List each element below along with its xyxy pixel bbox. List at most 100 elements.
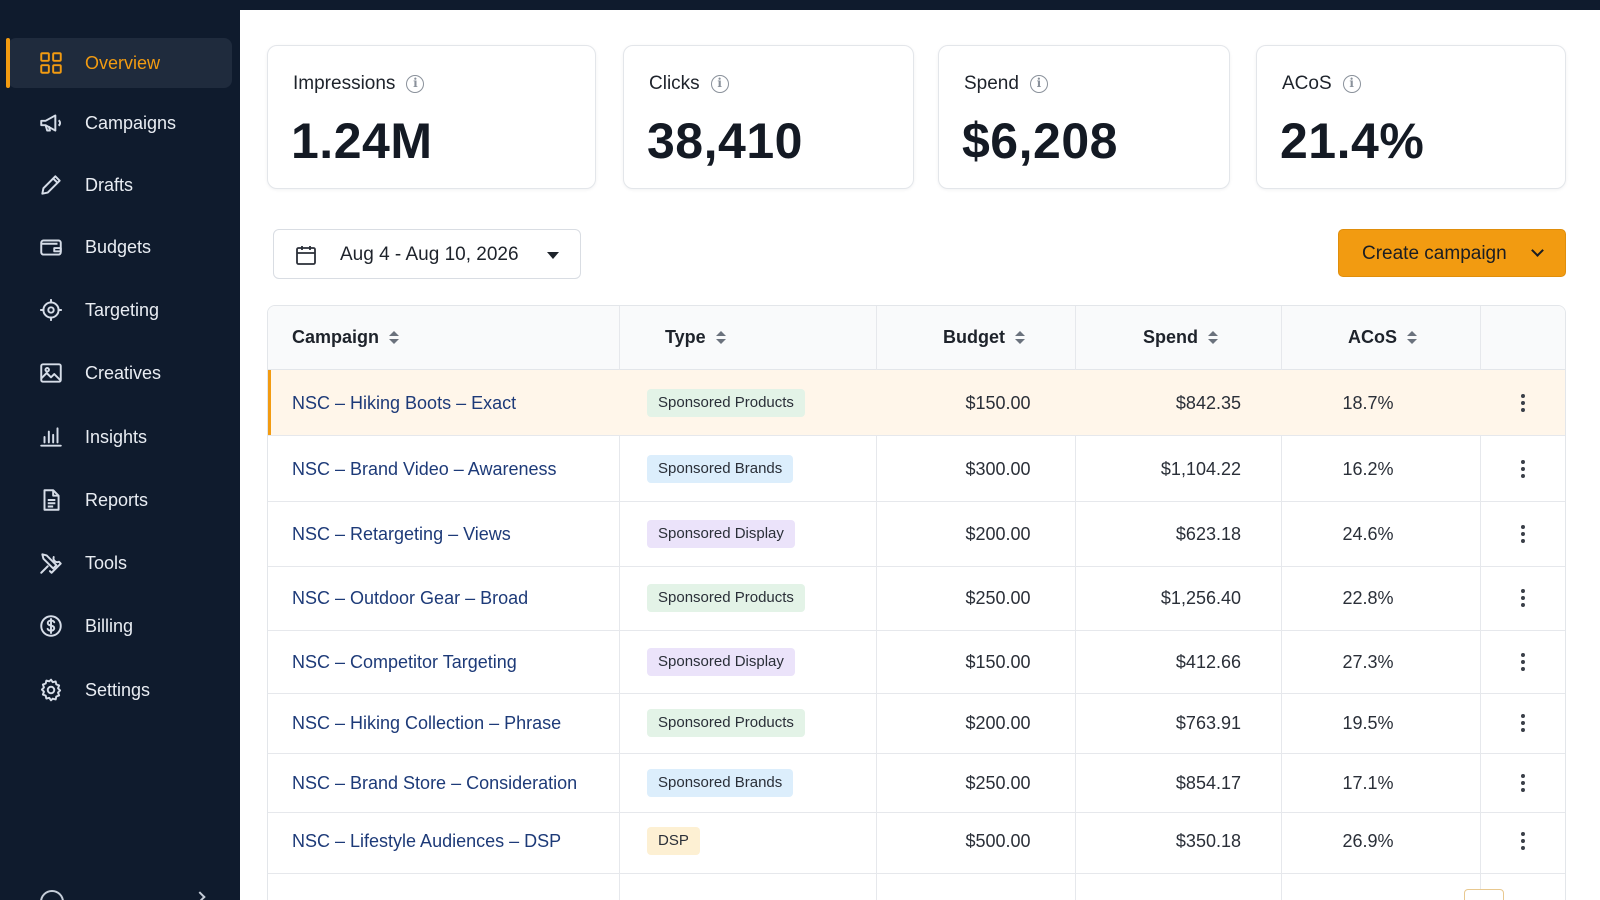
tools-icon bbox=[38, 550, 64, 576]
campaign-name-link[interactable]: NSC – Outdoor Gear – Broad bbox=[292, 588, 529, 608]
user-icon[interactable] bbox=[40, 890, 64, 900]
column-header-type[interactable]: Type bbox=[665, 327, 726, 348]
sidebar-item-label: Creatives bbox=[85, 363, 162, 383]
chevron-right-icon[interactable] bbox=[194, 891, 206, 900]
kpi-value: 21.4% bbox=[1280, 113, 1425, 169]
kpi-label: Spend i bbox=[964, 73, 1048, 95]
megaphone-icon bbox=[38, 110, 64, 136]
top-strip bbox=[0, 0, 1600, 10]
sort-icon[interactable] bbox=[389, 330, 400, 345]
document-icon bbox=[38, 487, 64, 513]
sidebar-item-label: Targeting bbox=[85, 300, 160, 320]
sidebar-item-drafts[interactable]: Drafts bbox=[8, 160, 232, 210]
more-options-icon[interactable] bbox=[1520, 394, 1526, 414]
date-range-picker[interactable]: Aug 4 - Aug 10, 2026 bbox=[273, 229, 581, 279]
more-options-icon[interactable] bbox=[1520, 589, 1526, 609]
sidebar-item-label: Budgets bbox=[85, 237, 152, 257]
more-options-icon[interactable] bbox=[1520, 714, 1526, 734]
spend-cell: $854.17 bbox=[1175, 773, 1241, 793]
column-header-budget[interactable]: Budget bbox=[943, 327, 1025, 348]
acos-cell: 22.8% bbox=[1342, 588, 1394, 608]
wallet-icon bbox=[38, 234, 64, 260]
kpi-value: 38,410 bbox=[647, 113, 803, 169]
type-badge: Sponsored Products bbox=[647, 709, 805, 737]
sidebar-item-campaigns[interactable]: Campaigns bbox=[8, 98, 232, 148]
sidebar-item-overview[interactable]: Overview bbox=[6, 38, 232, 88]
sidebar-item-billing[interactable]: Billing bbox=[8, 601, 232, 651]
kpi-card-clicks: Clicks i 38,410 bbox=[623, 45, 914, 189]
more-options-icon[interactable] bbox=[1520, 460, 1526, 480]
pagination-control[interactable] bbox=[1464, 889, 1504, 900]
info-icon[interactable]: i bbox=[710, 75, 729, 93]
sidebar-item-label: Insights bbox=[85, 427, 148, 447]
create-campaign-label: Create campaign bbox=[1362, 243, 1507, 264]
budget-cell: $300.00 bbox=[965, 459, 1031, 479]
sidebar-item-settings[interactable]: Settings bbox=[8, 665, 232, 715]
more-options-icon[interactable] bbox=[1520, 525, 1526, 545]
acos-cell: 16.2% bbox=[1342, 459, 1394, 479]
budget-cell: $200.00 bbox=[965, 713, 1031, 733]
table-row[interactable]: NSC – Competitor Targeting Sponsored Dis… bbox=[268, 631, 1565, 694]
budget-cell: $250.00 bbox=[965, 773, 1031, 793]
sort-icon[interactable] bbox=[1407, 330, 1417, 345]
campaign-name-link[interactable]: NSC – Brand Video – Awareness bbox=[292, 459, 557, 479]
column-header-campaign[interactable]: Campaign bbox=[292, 327, 400, 348]
column-divider bbox=[1480, 306, 1481, 900]
table-row[interactable]: NSC – Hiking Collection – Phrase Sponsor… bbox=[268, 694, 1565, 754]
more-options-icon[interactable] bbox=[1520, 653, 1526, 673]
budget-cell: $200.00 bbox=[965, 524, 1031, 544]
date-range-text: Aug 4 - Aug 10, 2026 bbox=[340, 244, 519, 265]
campaign-name-link[interactable]: NSC – Brand Store – Consideration bbox=[292, 773, 578, 793]
type-badge: Sponsored Brands bbox=[647, 455, 794, 483]
sort-icon[interactable] bbox=[1208, 330, 1219, 345]
acos-cell: 24.6% bbox=[1342, 524, 1394, 544]
sidebar-item-insights[interactable]: Insights bbox=[8, 412, 232, 462]
pencil-icon bbox=[38, 172, 64, 198]
sidebar-item-label: Billing bbox=[85, 616, 134, 636]
sort-icon[interactable] bbox=[1015, 330, 1025, 345]
more-options-icon[interactable] bbox=[1520, 774, 1526, 794]
acos-cell: 26.9% bbox=[1342, 831, 1394, 851]
create-campaign-button[interactable]: Create campaign bbox=[1338, 229, 1566, 277]
table-row[interactable]: NSC – Lifestyle Audiences – DSP DSP $500… bbox=[268, 813, 1565, 874]
column-header-spend[interactable]: Spend bbox=[1143, 327, 1219, 348]
spend-cell: $1,104.22 bbox=[1160, 459, 1241, 479]
table-row[interactable]: NSC – Hiking Boots – Exact Sponsored Pro… bbox=[268, 370, 1565, 436]
kpi-card-impressions: Impressions i 1.24M bbox=[267, 45, 596, 189]
sort-icon[interactable] bbox=[715, 330, 726, 345]
chevron-down-icon[interactable] bbox=[1531, 244, 1544, 257]
sidebar-item-targeting[interactable]: Targeting bbox=[8, 285, 232, 335]
sidebar-item-budgets[interactable]: Budgets bbox=[8, 222, 232, 272]
table-row[interactable]: NSC – Brand Store – Consideration Sponso… bbox=[268, 754, 1565, 813]
spend-cell: $350.18 bbox=[1175, 831, 1241, 851]
type-badge: Sponsored Products bbox=[647, 389, 805, 417]
campaign-name-link[interactable]: NSC – Lifestyle Audiences – DSP bbox=[292, 831, 562, 851]
spend-cell: $763.91 bbox=[1175, 713, 1241, 733]
info-icon[interactable]: i bbox=[406, 75, 425, 93]
campaign-name-link[interactable]: NSC – Hiking Collection – Phrase bbox=[292, 713, 562, 733]
column-header-acos[interactable]: ACoS bbox=[1348, 327, 1417, 348]
sidebar-item-tools[interactable]: Tools bbox=[8, 538, 232, 588]
sidebar-item-label: Tools bbox=[85, 553, 128, 573]
table-row[interactable]: NSC – Retargeting – Views Sponsored Disp… bbox=[268, 502, 1565, 567]
info-icon[interactable]: i bbox=[1029, 75, 1048, 93]
kpi-label: ACoS i bbox=[1282, 73, 1361, 95]
info-icon[interactable]: i bbox=[1342, 75, 1361, 93]
more-options-icon[interactable] bbox=[1520, 832, 1526, 852]
campaign-name-link[interactable]: NSC – Hiking Boots – Exact bbox=[292, 393, 517, 413]
caret-down-icon bbox=[547, 252, 559, 259]
type-badge: Sponsored Brands bbox=[647, 769, 794, 797]
column-divider bbox=[1281, 306, 1282, 900]
spend-cell: $623.18 bbox=[1175, 524, 1241, 544]
table-row[interactable]: NSC – Outdoor Gear – Broad Sponsored Pro… bbox=[268, 567, 1565, 631]
sidebar-item-reports[interactable]: Reports bbox=[8, 475, 232, 525]
image-icon bbox=[38, 360, 64, 386]
sidebar-item-creatives[interactable]: Creatives bbox=[8, 348, 232, 398]
kpi-value: $6,208 bbox=[962, 113, 1118, 169]
campaign-name-link[interactable]: NSC – Retargeting – Views bbox=[292, 524, 511, 544]
table-row[interactable]: NSC – Brand Video – Awareness Sponsored … bbox=[268, 436, 1565, 502]
sidebar-item-label: Drafts bbox=[85, 175, 134, 195]
column-divider bbox=[1075, 306, 1076, 900]
campaign-name-link[interactable]: NSC – Competitor Targeting bbox=[292, 652, 517, 672]
spend-cell: $1,256.40 bbox=[1160, 588, 1241, 608]
